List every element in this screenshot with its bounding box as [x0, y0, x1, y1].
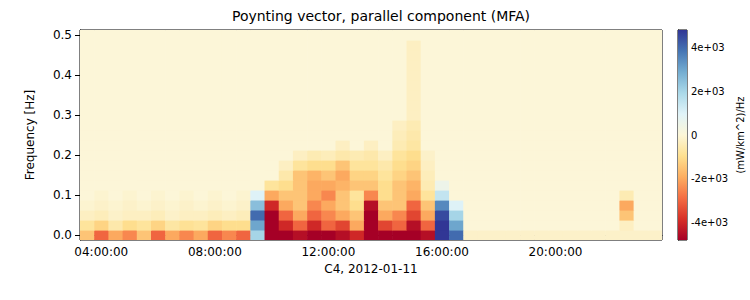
- svg-text:0.0: 0.0: [53, 228, 72, 242]
- svg-text:Frequency [Hz]: Frequency [Hz]: [23, 90, 37, 181]
- svg-text:0.5: 0.5: [53, 28, 72, 42]
- svg-text:16:00:00: 16:00:00: [415, 245, 469, 259]
- svg-text:(mW/km^2)/Hz: (mW/km^2)/Hz: [735, 96, 746, 173]
- svg-text:-4e+03: -4e+03: [691, 217, 728, 228]
- svg-text:C4, 2012-01-11: C4, 2012-01-11: [324, 262, 417, 276]
- svg-text:0.1: 0.1: [53, 188, 72, 202]
- svg-text:04:00:00: 04:00:00: [74, 245, 128, 259]
- svg-text:20:00:00: 20:00:00: [529, 245, 583, 259]
- svg-text:12:00:00: 12:00:00: [301, 245, 355, 259]
- svg-text:0.4: 0.4: [53, 68, 72, 82]
- svg-text:0.2: 0.2: [53, 148, 72, 162]
- svg-text:2e+03: 2e+03: [691, 86, 725, 97]
- svg-text:Poynting vector, parallel comp: Poynting vector, parallel component (MFA…: [232, 8, 530, 24]
- svg-text:0: 0: [691, 130, 697, 141]
- svg-text:4e+03: 4e+03: [691, 42, 725, 53]
- svg-text:0.3: 0.3: [53, 108, 72, 122]
- svg-text:-2e+03: -2e+03: [691, 173, 728, 184]
- svg-text:08:00:00: 08:00:00: [188, 245, 242, 259]
